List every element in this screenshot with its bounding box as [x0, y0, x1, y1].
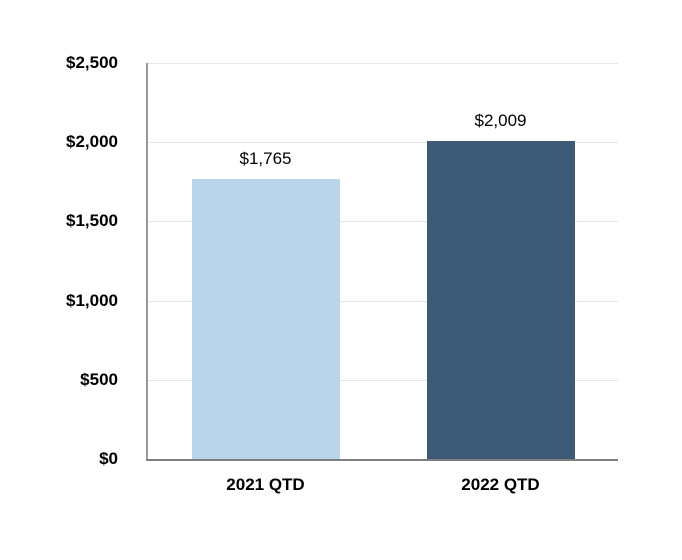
y-tick-label: $2,000 [66, 132, 118, 152]
y-tick-label: $2,500 [66, 53, 118, 72]
x-category-label: 2021 QTD [226, 475, 305, 494]
gridline [148, 221, 618, 223]
bar-value-label: $2,009 [474, 110, 527, 130]
gridline [148, 142, 618, 144]
x-axis-line [146, 459, 618, 461]
bar-value-label: $1,765 [239, 149, 292, 169]
y-tick-label: $1,000 [66, 290, 118, 310]
gridline [148, 379, 618, 381]
y-axis-line [146, 63, 148, 459]
bar-2022-qtd [426, 140, 575, 459]
bar-2021-qtd [191, 179, 340, 459]
y-tick-label: $500 [80, 369, 118, 389]
y-tick-label: $1,500 [66, 211, 118, 231]
y-tick-label: $0 [99, 449, 118, 468]
x-category-label: 2022 QTD [461, 475, 540, 494]
gridline [148, 300, 618, 302]
gridline [148, 63, 618, 64]
plot-area: $1,765 $2,009 [146, 63, 618, 461]
